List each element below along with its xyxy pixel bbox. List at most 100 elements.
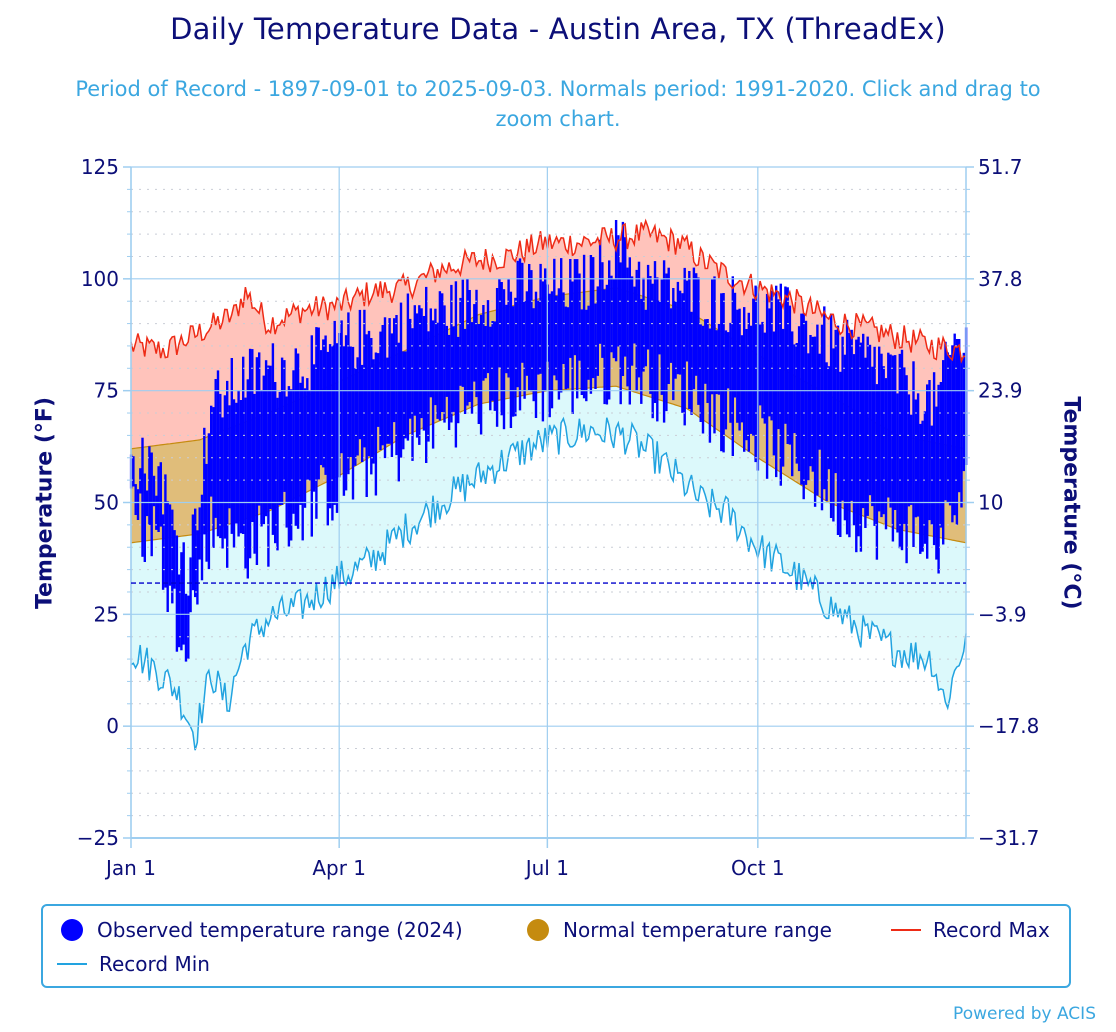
observed-day-bar	[875, 384, 879, 560]
observed-day-bar	[194, 508, 197, 598]
observed-day-bar	[759, 324, 762, 406]
observed-day-bar	[141, 437, 144, 557]
observed-day-bar	[397, 342, 400, 482]
observed-day-bar	[187, 595, 190, 659]
observed-day-bar	[180, 552, 183, 651]
observed-day-bar	[656, 277, 659, 422]
observed-day-bar	[635, 269, 638, 392]
observed-day-bar	[157, 466, 160, 532]
observed-day-bar	[260, 390, 263, 527]
observed-day-bar	[932, 372, 936, 546]
observed-day-bar	[200, 494, 204, 581]
observed-day-bar	[809, 335, 812, 467]
observed-day-bar	[665, 273, 668, 412]
observed-day-bar	[731, 276, 734, 456]
observed-day-bar	[498, 278, 501, 368]
observed-day-bar	[720, 293, 723, 452]
observed-day-bar	[555, 295, 558, 381]
observed-day-bar	[820, 324, 824, 511]
observed-day-bar	[937, 384, 940, 574]
observed-day-bar	[662, 260, 666, 423]
observed-day-bar	[491, 321, 494, 401]
y-tick-label-left: 75	[94, 379, 119, 403]
observed-day-bar	[905, 375, 908, 564]
x-axis: Jan 1 Apr 1 Jul 1 Oct 1	[104, 838, 785, 880]
observed-day-bar	[328, 344, 332, 509]
observed-day-bar	[884, 378, 888, 530]
observed-day-bar	[219, 393, 222, 539]
observed-day-bar	[553, 258, 556, 376]
observed-day-bar	[136, 489, 140, 520]
observed-day-bar	[678, 290, 682, 375]
observed-day-bar	[159, 462, 162, 527]
observed-day-bar	[784, 286, 787, 424]
legend-item-record-min[interactable]: Record Min	[57, 952, 210, 976]
credits-link[interactable]: Powered by ACIS	[953, 1004, 1096, 1024]
observed-day-bar	[598, 239, 602, 344]
observed-day-bar	[477, 324, 480, 424]
observed-day-bar	[457, 336, 460, 424]
observed-day-bar	[365, 334, 368, 497]
observed-day-bar	[640, 298, 643, 404]
observed-day-bar	[544, 268, 547, 392]
observed-day-bar	[832, 348, 835, 522]
observed-day-bar	[171, 509, 174, 604]
observed-day-bar	[724, 330, 728, 430]
observed-day-bar	[775, 285, 778, 478]
y-axis-left-title: Temperature (°F)	[32, 396, 58, 610]
observed-day-bar	[145, 490, 149, 517]
y-tick-label-right: 23.9	[978, 379, 1023, 403]
observed-day-bar	[745, 329, 748, 441]
observed-day-bar	[763, 332, 766, 424]
observed-day-bar	[624, 237, 627, 357]
observed-day-bar	[507, 279, 510, 378]
observed-day-bar	[184, 593, 188, 662]
observed-day-bar	[727, 332, 730, 389]
observed-day-bar	[580, 309, 583, 395]
observed-day-bar	[267, 365, 270, 567]
observed-day-bar	[214, 379, 217, 518]
observed-day-bar	[514, 297, 517, 417]
observed-day-bar	[315, 327, 318, 519]
observed-day-bar	[878, 346, 881, 512]
plot-lines	[130, 218, 967, 751]
y-tick-label-right: −3.9	[978, 602, 1027, 626]
observed-day-bar	[605, 284, 609, 405]
observed-day-bar	[765, 293, 769, 479]
observed-day-bar	[177, 574, 181, 648]
observed-day-bar	[216, 370, 220, 537]
observed-day-bar	[900, 349, 904, 551]
observed-day-bar	[596, 286, 599, 376]
observed-day-bar	[701, 325, 705, 434]
observed-day-bar	[244, 397, 247, 569]
observed-day-bar	[866, 336, 869, 516]
legend-item-observed[interactable]: Observed temperature range (2024)	[61, 918, 463, 942]
legend-normal-label: Normal temperature range	[563, 918, 832, 942]
legend-record-max-label: Record Max	[933, 918, 1050, 942]
observed-day-bar	[841, 336, 844, 501]
observed-day-bar	[699, 324, 702, 422]
observed-day-bar	[942, 360, 945, 545]
observed-day-bar	[274, 382, 277, 544]
legend-item-record-max[interactable]: Record Max	[891, 918, 1050, 942]
y-tick-label-left: 50	[94, 491, 119, 515]
observed-day-bar	[958, 339, 961, 493]
observed-day-bar	[523, 301, 526, 399]
observed-day-bar	[697, 277, 700, 405]
observed-day-bar	[779, 283, 782, 486]
observed-day-bar	[232, 399, 236, 548]
observed-day-bar	[436, 322, 439, 419]
observed-day-bar	[871, 366, 874, 507]
observed-day-bar	[189, 557, 192, 613]
observed-day-bar	[951, 345, 954, 523]
observed-day-bar	[459, 297, 462, 386]
observed-day-bar	[541, 281, 545, 422]
observed-day-bar	[855, 339, 858, 553]
observed-day-bar	[619, 262, 622, 405]
y-tick-label-left: 25	[94, 602, 119, 626]
observed-day-bar	[706, 319, 709, 403]
observed-day-bar	[681, 293, 684, 413]
observed-day-bar	[447, 334, 451, 430]
legend-item-normal[interactable]: Normal temperature range	[527, 918, 832, 942]
